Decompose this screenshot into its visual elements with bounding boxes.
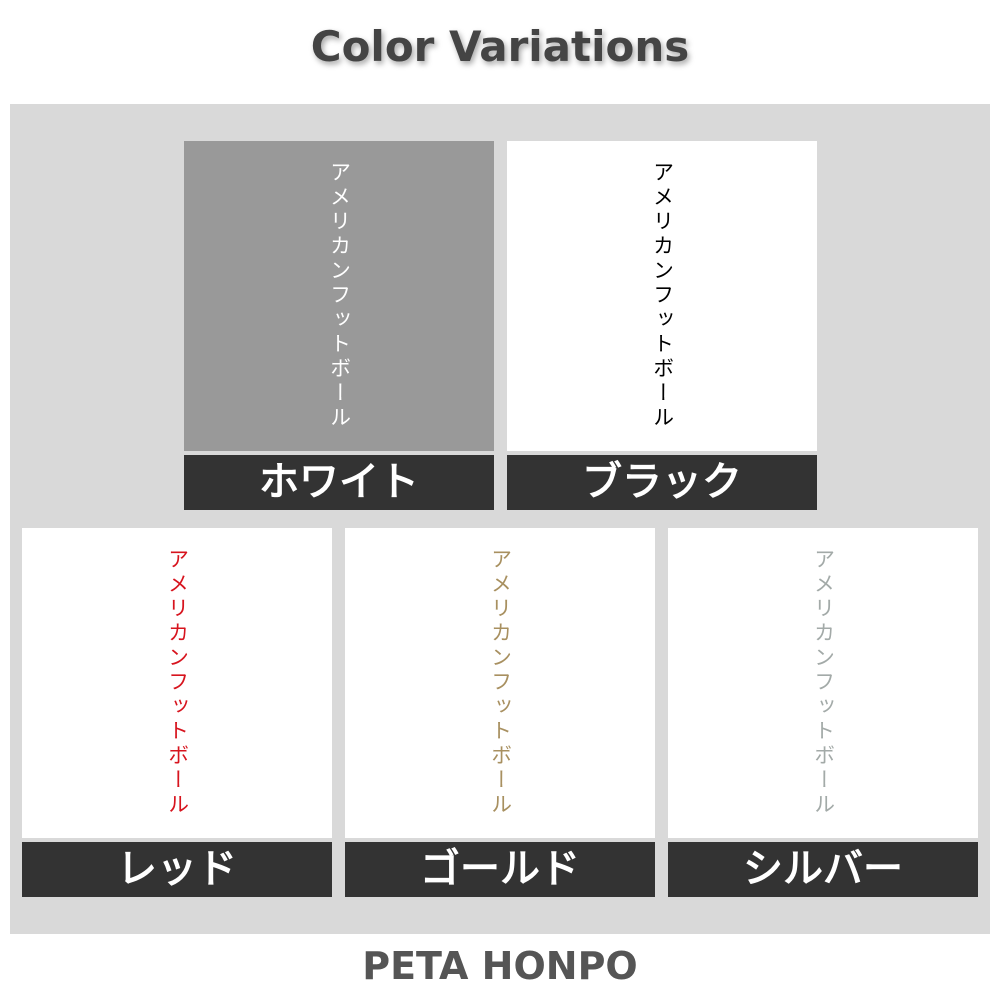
variations-panel: アメリカンフットボール ホワイト アメリカンフットボール ブラック アメリカンフ…: [10, 104, 990, 934]
variation-card-white: アメリカンフットボール ホワイト: [184, 141, 494, 510]
swatch: アメリカンフットボール: [507, 141, 817, 451]
sample-text: アメリカンフットボール: [488, 548, 513, 818]
variation-card-silver: アメリカンフットボール シルバー: [668, 528, 978, 897]
variation-card-black: アメリカンフットボール ブラック: [507, 141, 817, 510]
variation-label: ゴールド: [345, 842, 655, 897]
variation-card-gold: アメリカンフットボール ゴールド: [345, 528, 655, 897]
brand-footer: PETA HONPO: [362, 944, 638, 988]
sample-text: アメリカンフットボール: [650, 161, 675, 431]
variation-label: レッド: [22, 842, 332, 897]
sample-text: アメリカンフットボール: [165, 548, 190, 818]
swatch: アメリカンフットボール: [184, 141, 494, 451]
swatch: アメリカンフットボール: [345, 528, 655, 838]
swatch: アメリカンフットボール: [22, 528, 332, 838]
variation-card-red: アメリカンフットボール レッド: [22, 528, 332, 897]
variation-label: シルバー: [668, 842, 978, 897]
variation-label: ブラック: [507, 455, 817, 510]
variation-label: ホワイト: [184, 455, 494, 510]
swatch: アメリカンフットボール: [668, 528, 978, 838]
sample-text: アメリカンフットボール: [327, 161, 352, 431]
sample-text: アメリカンフットボール: [811, 548, 836, 818]
page-title: Color Variations: [310, 22, 690, 71]
